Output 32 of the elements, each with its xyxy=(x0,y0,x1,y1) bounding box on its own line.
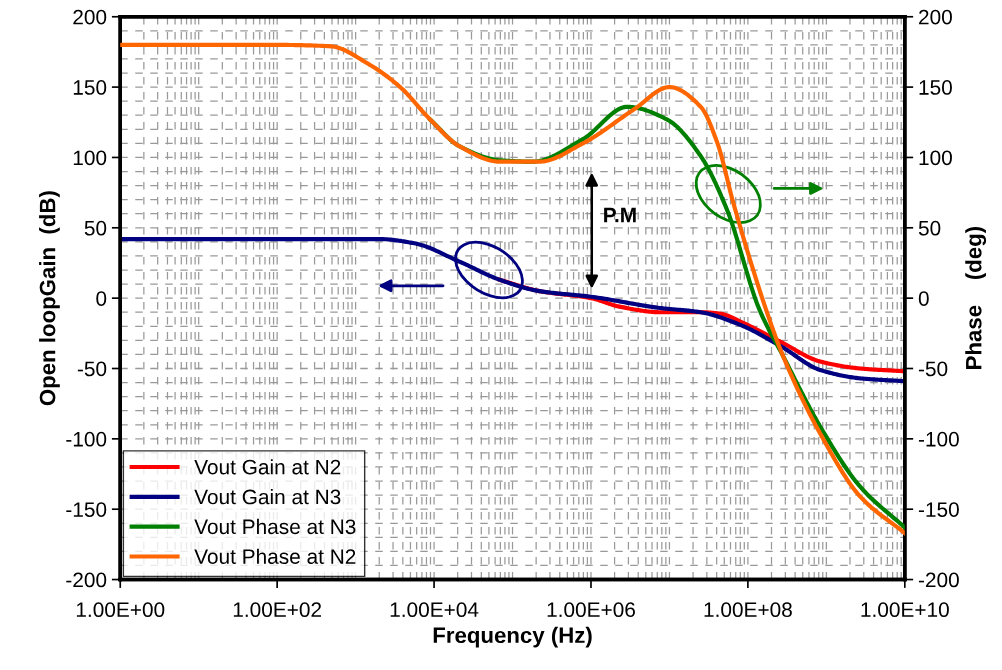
annotation: P.M xyxy=(604,207,636,223)
x-tick-label: 1.00E+00 xyxy=(76,602,165,618)
y2-tick-label: 150 xyxy=(919,80,952,95)
y2-tick-label: 0 xyxy=(918,291,929,306)
y-tick-label: 100 xyxy=(73,150,107,166)
y-tick-label: 150 xyxy=(73,80,107,95)
y2-axis-title: Phase (deg) xyxy=(965,227,987,369)
legend-label: Vout Gain at N2 xyxy=(194,459,341,475)
legend-label: Vout Phase at N3 xyxy=(194,518,356,535)
x-tick-label: 1.00E+04 xyxy=(390,602,479,618)
y-tick-label: -50 xyxy=(77,361,107,377)
y-axis-title: Open loopGain (dB) xyxy=(39,191,60,406)
x-axis-title: Frequency (Hz) xyxy=(433,626,592,648)
y-tick-label: 0 xyxy=(96,291,107,306)
y2-tick-label: -150 xyxy=(918,502,959,517)
y2-tick-label: 50 xyxy=(918,220,941,236)
y2-tick-label: -200 xyxy=(918,572,959,588)
legend-label: Vout Phase at N2 xyxy=(194,548,356,564)
y-tick-label: 50 xyxy=(84,220,107,236)
x-tick-label: 1.00E+06 xyxy=(547,602,635,618)
legend-label: Vout Gain at N3 xyxy=(194,489,341,505)
y2-tick-label: 100 xyxy=(919,150,952,166)
y2-tick-label: -100 xyxy=(918,431,959,447)
y-tick-label: -200 xyxy=(66,572,107,588)
x-tick-label: 1.00E+02 xyxy=(233,602,321,618)
y-tick-label: 200 xyxy=(73,9,107,25)
y-tick-label: -100 xyxy=(66,431,107,447)
x-tick-label: 1.00E+10 xyxy=(861,602,949,618)
x-tick-label: 1.00E+08 xyxy=(704,602,792,618)
y-tick-label: -150 xyxy=(66,502,107,517)
y2-tick-label: 200 xyxy=(919,9,952,25)
y2-tick-label: -50 xyxy=(918,361,948,377)
